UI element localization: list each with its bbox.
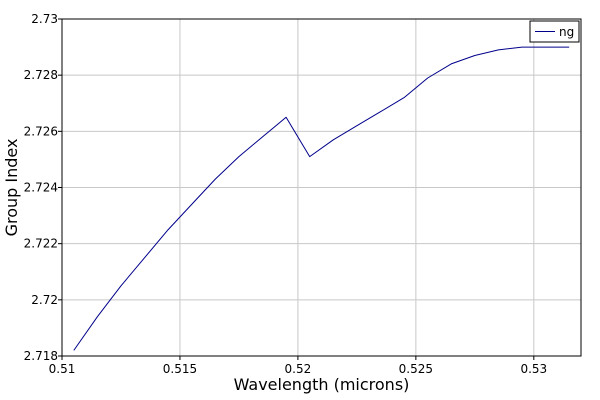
y-tick-label: 2.73 [31,12,58,26]
data-point [379,111,381,113]
data-point [356,125,358,127]
y-tick-label: 2.724 [24,181,58,195]
data-point [96,316,98,318]
legend-label-ng: ng [559,25,574,39]
series-line-ng [73,46,570,351]
y-tick-label: 2.728 [24,68,58,82]
data-point [73,349,75,351]
y-axis-title: Group Index [2,139,21,237]
data-point [427,77,429,79]
axis-ticks: 0.51 0.515 0.52 0.525 0.53 2.718 2.72 2.722 2.72… [24,12,548,376]
legend: ng [529,20,580,43]
data-point [403,96,405,98]
y-tick-label: 2.726 [24,124,58,138]
data-point [120,285,122,287]
data-point [214,178,216,180]
data-point [285,116,287,118]
data-point [450,63,452,65]
data-point [238,155,240,157]
data-point [474,54,476,56]
x-tick-label: 0.525 [399,362,433,376]
y-tick-label: 2.722 [24,237,58,251]
data-point [167,228,169,230]
y-tick-label: 2.718 [24,349,58,363]
data-point [332,139,334,141]
y-tick-label: 2.72 [31,293,58,307]
data-point [309,155,311,157]
grid [62,19,581,356]
x-tick-label: 0.53 [520,362,547,376]
x-tick-label: 0.51 [49,362,76,376]
data-point [497,49,499,51]
data-point [544,46,546,48]
x-tick-label: 0.52 [285,362,312,376]
data-point [521,46,523,48]
x-tick-label: 0.515 [163,362,197,376]
data-point [261,136,263,138]
data-point [143,257,145,259]
series-layer [73,46,570,351]
x-axis-title: Wavelength (microns) [234,375,410,394]
data-point [568,46,570,48]
data-point [191,203,193,205]
